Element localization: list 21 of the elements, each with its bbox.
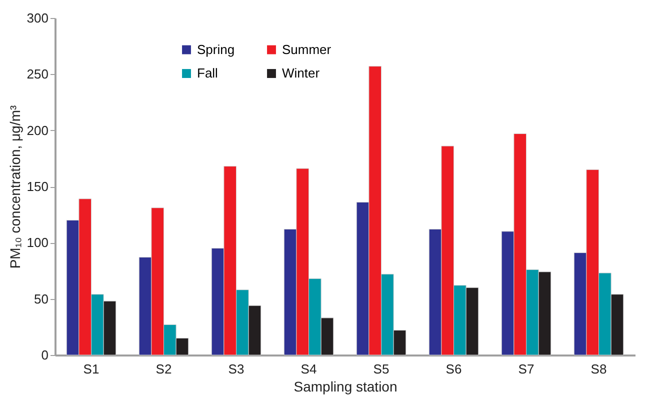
- legend-label: Winter: [282, 66, 320, 80]
- x-tick-label: S4: [300, 362, 317, 376]
- x-tick-label: S5: [373, 362, 390, 376]
- y-tick-label: 0: [41, 348, 48, 362]
- x-tick-label: S8: [590, 362, 607, 376]
- x-tick-label: S3: [228, 362, 244, 376]
- y-tick-label: 300: [26, 10, 48, 26]
- legend-label: Summer: [282, 42, 332, 57]
- legend-label: Spring: [197, 42, 235, 57]
- y-tick-label: 250: [26, 66, 48, 82]
- x-tick-label: S2: [156, 362, 172, 376]
- y-tick-label: 100: [26, 235, 48, 250]
- x-tick-label: S7: [518, 362, 534, 376]
- x-tick-label: S6: [446, 362, 462, 376]
- y-tick-label: 200: [26, 122, 48, 138]
- y-axis-title: PM₁₀ concentration, μg/m³: [6, 105, 23, 269]
- x-tick-label: S1: [83, 362, 100, 376]
- y-tick-label: 50: [34, 291, 48, 306]
- legend-label: Fall: [197, 66, 218, 80]
- y-tick-label: 150: [26, 179, 48, 194]
- x-axis-title: Sampling station: [294, 378, 398, 394]
